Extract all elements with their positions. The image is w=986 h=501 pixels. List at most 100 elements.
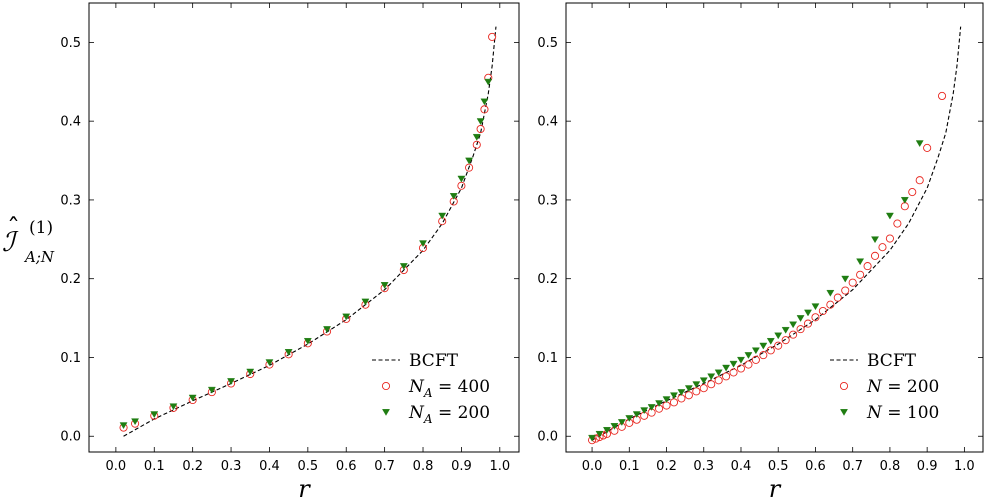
data-point: [923, 143, 932, 152]
data-point: [818, 306, 827, 316]
bcft-curve: [123, 26, 497, 437]
data-point: [900, 197, 909, 204]
data-point: [465, 157, 474, 165]
data-point: [480, 98, 489, 106]
x-tick-label: 0.3: [221, 459, 242, 474]
y-tick-label: 0.3: [537, 193, 558, 208]
legend-marker: [381, 381, 391, 391]
data-point: [863, 262, 872, 271]
x-tick-label: 0.8: [413, 459, 434, 474]
x-tick-label: 0.2: [182, 459, 203, 474]
data-point: [399, 263, 408, 270]
series-open-circle: [119, 32, 497, 432]
data-point: [595, 430, 604, 438]
x-tick-label: 0.1: [619, 459, 640, 474]
y-tick-label: 0.2: [537, 272, 558, 287]
x-axis-label: r: [298, 475, 311, 501]
data-point: [699, 377, 708, 385]
data-point: [856, 270, 865, 279]
data-point: [826, 300, 835, 309]
data-point: [841, 286, 850, 295]
data-point: [811, 313, 820, 322]
x-tick-label: 0.7: [842, 459, 863, 474]
data-point: [188, 394, 197, 402]
data-point: [131, 418, 140, 426]
data-point: [789, 330, 798, 339]
data-point: [677, 389, 686, 396]
data-point: [714, 376, 723, 385]
x-tick-label: 0.0: [582, 459, 603, 474]
x-tick-label: 0.8: [880, 459, 901, 474]
legend-marker: [382, 409, 390, 416]
y-tick-label: 0.5: [60, 36, 81, 51]
x-tick-label: 0.4: [259, 459, 280, 474]
y-tick-label: 0.1: [60, 351, 81, 366]
x-tick-label: 0.3: [693, 459, 714, 474]
data-point: [744, 352, 753, 359]
x-tick-label: 0.9: [917, 459, 938, 474]
data-point: [169, 403, 178, 411]
x-axis-label: r: [769, 475, 782, 501]
data-point: [766, 338, 775, 345]
data-point: [625, 415, 634, 422]
legend-series-label: NA = 200: [408, 403, 490, 426]
x-tick-label: 0.5: [297, 459, 318, 474]
data-point: [438, 212, 447, 220]
data-point: [380, 282, 389, 289]
data-point: [480, 105, 489, 114]
legend-marker: [840, 409, 848, 416]
plot-frame: [565, 2, 984, 453]
data-point: [588, 434, 597, 442]
y-tick-label: 0.5: [537, 36, 558, 51]
x-tick-label: 0.1: [144, 459, 165, 474]
data-point: [893, 219, 902, 228]
data-point: [419, 240, 427, 248]
data-point: [603, 427, 611, 434]
data-point: [848, 278, 857, 287]
data-point: [856, 258, 865, 266]
x-tick-label: 0.2: [656, 459, 677, 474]
data-point: [670, 392, 678, 400]
data-point: [640, 407, 649, 415]
data-point: [885, 234, 894, 243]
x-tick-label: 0.7: [374, 459, 395, 474]
x-tick-label: 1.0: [954, 459, 975, 474]
data-point: [781, 336, 790, 345]
plot-frame: [88, 2, 520, 453]
data-point: [647, 404, 656, 411]
x-tick-label: 1.0: [489, 459, 510, 474]
data-point: [669, 398, 679, 407]
data-point: [737, 356, 745, 364]
data-point: [915, 140, 924, 148]
data-point: [472, 140, 481, 149]
data-point: [476, 124, 485, 134]
data-point: [488, 32, 497, 41]
legend-bcft-label: BCFT: [409, 351, 459, 371]
data-point: [804, 309, 812, 317]
data-point: [766, 346, 775, 355]
data-point: [729, 360, 738, 368]
y-tick-label: 0.0: [537, 430, 558, 445]
data-point: [484, 78, 493, 86]
x-tick-label: 0.4: [731, 459, 752, 474]
data-point: [323, 326, 331, 333]
legend-marker: [839, 381, 849, 391]
data-point: [841, 275, 850, 283]
data-point: [303, 338, 312, 345]
data-point: [457, 181, 466, 190]
data-point: [684, 391, 693, 400]
data-point: [781, 327, 790, 334]
data-point: [796, 325, 805, 334]
data-point: [722, 364, 731, 372]
legend-bcft-label: BCFT: [867, 351, 917, 371]
data-point: [878, 243, 887, 252]
left-panel: 0.0 0.1 0.2 0.3 0.4 0.5 0.6 0.7 0.8 0.9 1.0 0.0 0.1 0…: [60, 2, 520, 501]
data-point: [774, 341, 783, 350]
y-label-superscript: (1): [29, 218, 53, 238]
x-tick-label: 0.6: [336, 459, 357, 474]
data-point: [796, 315, 805, 322]
data-point: [826, 289, 835, 297]
y-tick-label: 0.1: [537, 351, 558, 366]
data-point: [707, 373, 716, 381]
